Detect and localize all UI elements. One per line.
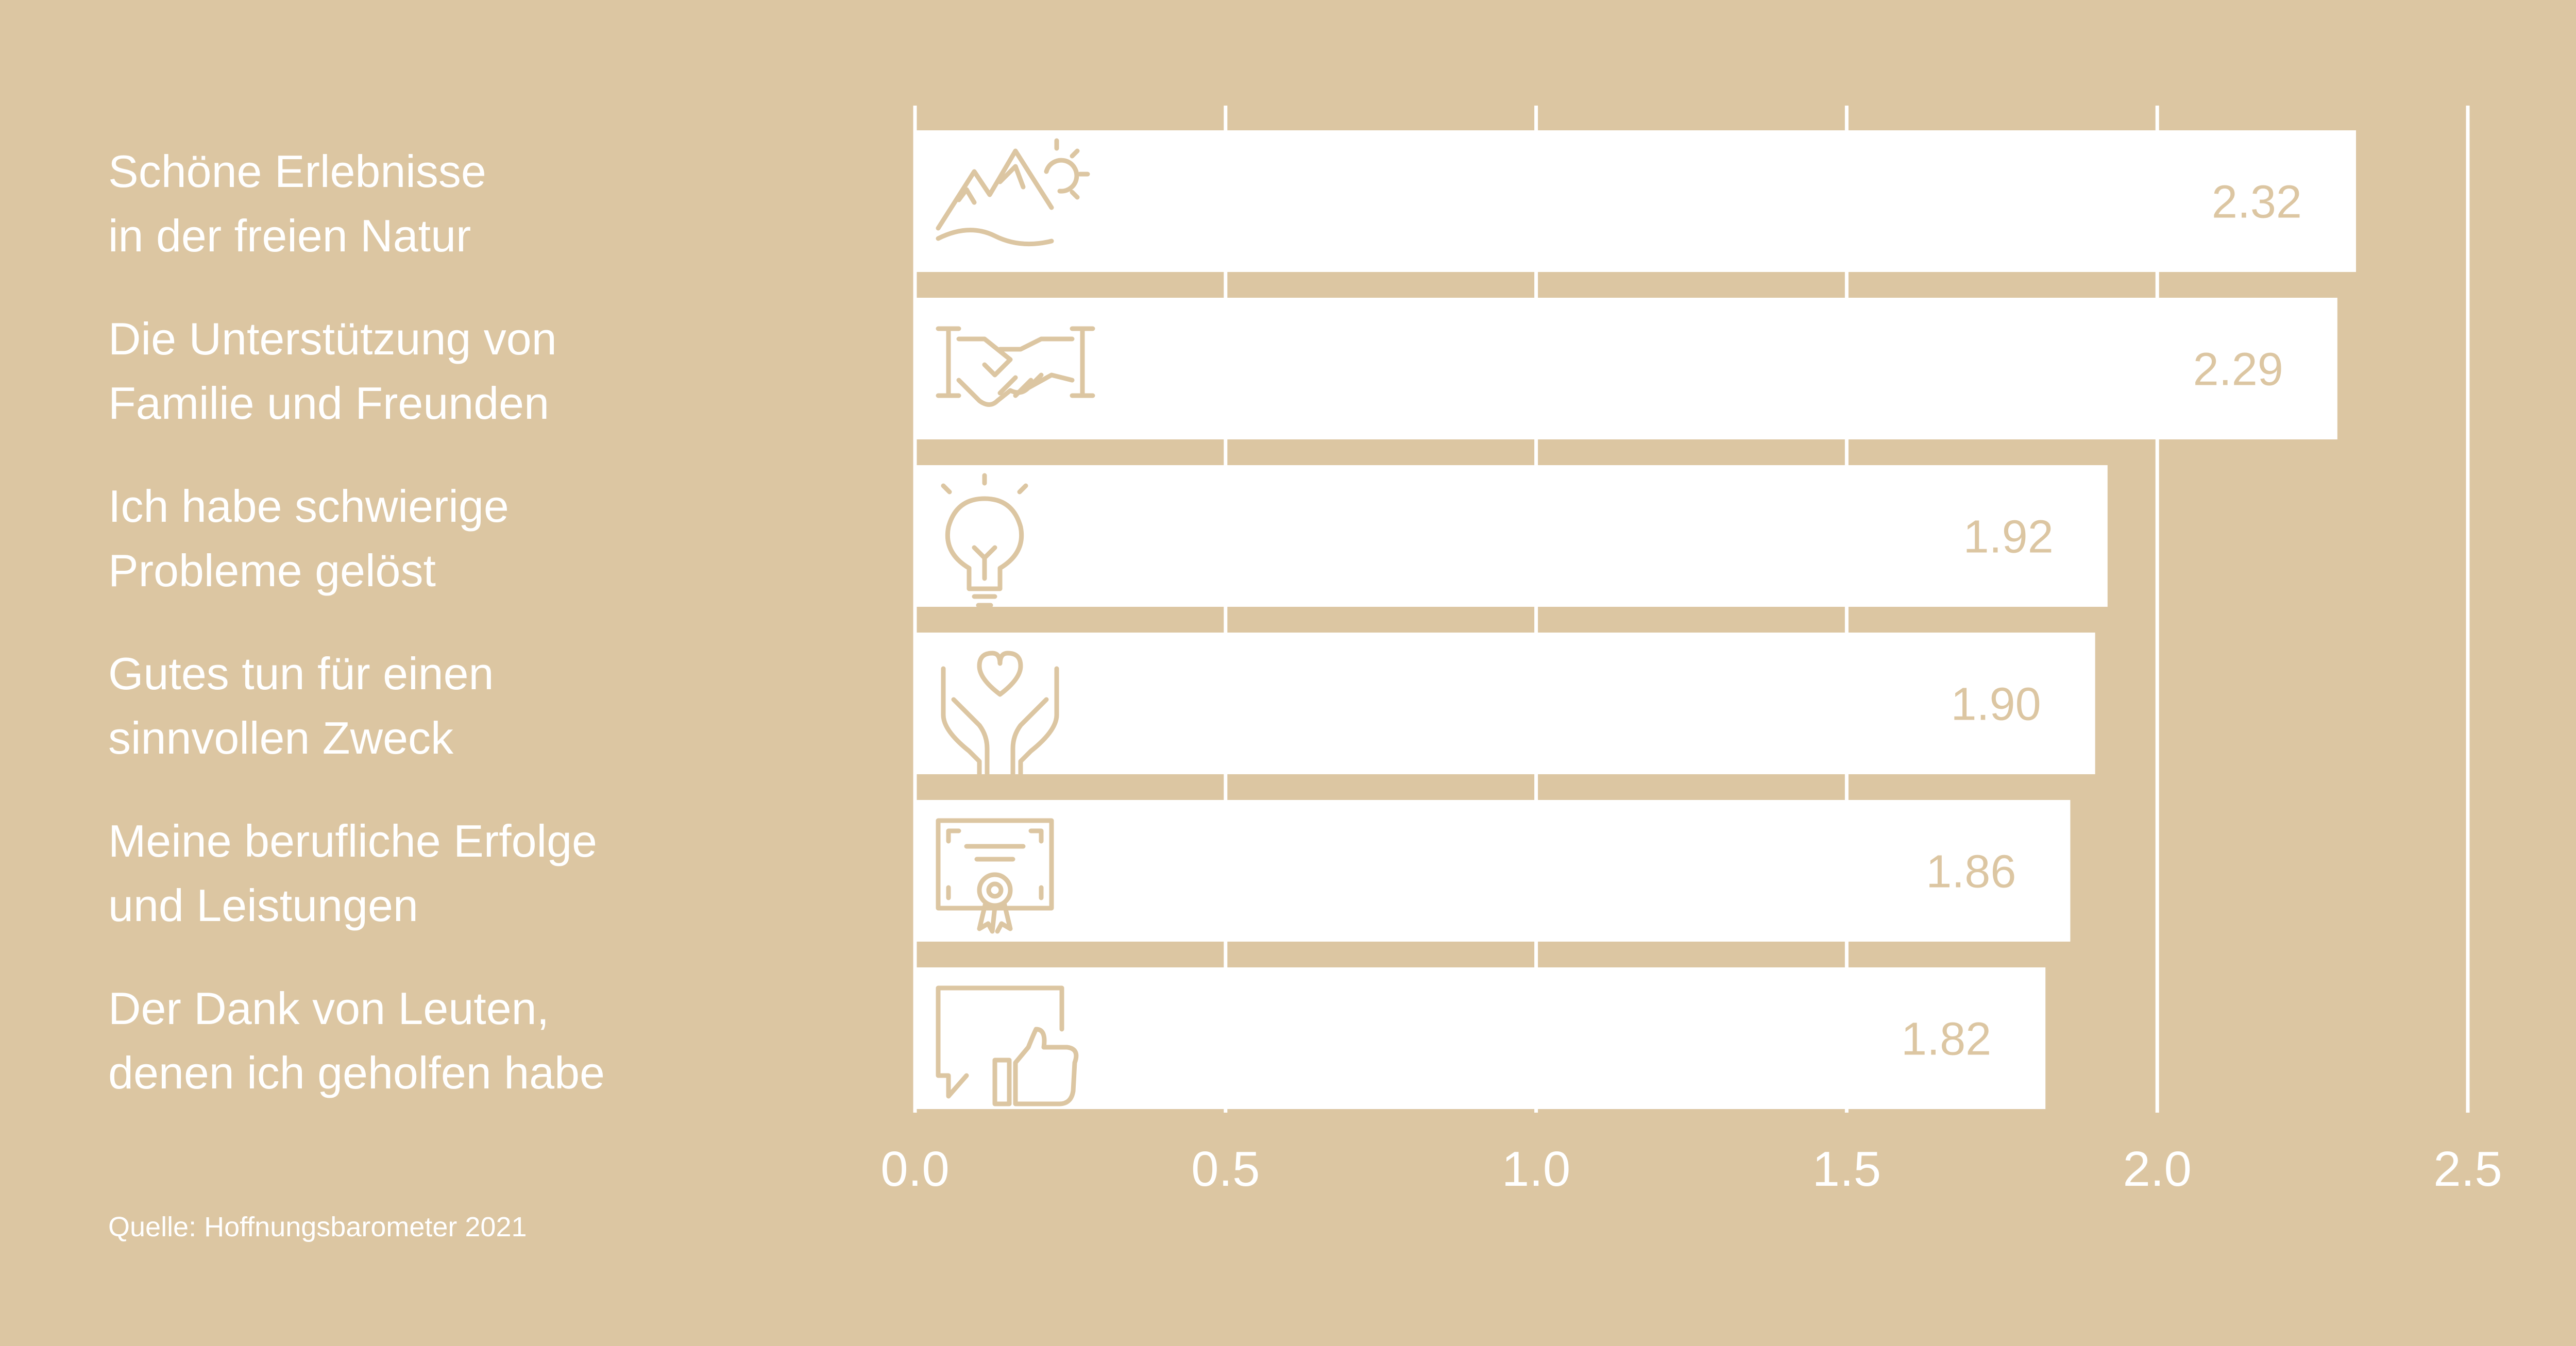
value-labels: 2.32 2.29 1.92 1.90 1.86 1.82 [1901,177,2302,1065]
heart-hands-icon [941,651,1059,779]
bar-value-label: 1.92 [1963,512,2054,563]
category-label: Gutes tun für einen sinnvollen Zweck [108,648,494,763]
lightbulb-icon [941,473,1028,608]
thumbs-up-icon [936,985,1079,1106]
bar-value-label: 2.32 [2212,177,2302,228]
bar-value-label: 1.82 [1901,1014,1991,1065]
certificate-icon [936,818,1054,934]
bar [915,298,2337,439]
bar [915,800,2071,942]
mountain-sun-icon [936,138,1090,247]
bar [915,633,2095,774]
bar [915,130,2356,272]
bar-value-label: 2.29 [2193,344,2283,396]
category-label: Ich habe schwierige Probleme gelöst [108,481,509,596]
x-tick-label: 2.5 [2433,1141,2502,1197]
category-label: Schöne Erlebnisse in der freien Natur [108,146,486,261]
category-labels: Schöne Erlebnisse in der freien Natur Die … [108,146,605,1098]
handshake-icon [936,326,1095,407]
x-tick-label: 2.0 [2123,1141,2191,1197]
bars [915,130,2356,1109]
x-tick-label: 1.5 [1812,1141,1881,1197]
bar [915,967,2046,1109]
bar [915,465,2108,607]
category-label: Der Dank von Leuten, denen ich geholfen h… [108,983,605,1098]
x-axis-tick-labels: 0.0 0.5 1.0 1.5 2.0 2.5 [880,1141,2502,1197]
source-note: Quelle: Hoffnungsbarometer 2021 [108,1212,527,1242]
grid-lines [913,106,2470,1113]
category-label: Die Unterstützung von Familie und Freunde… [108,313,557,429]
bar-value-label: 1.86 [1926,846,2016,898]
x-tick-label: 0.5 [1191,1141,1260,1197]
x-tick-label: 0.0 [880,1141,949,1197]
x-tick-label: 1.0 [1502,1141,1570,1197]
category-label: Meine berufliche Erfolge und Leistungen [108,815,597,931]
bar-icons [936,138,1095,1106]
bar-value-label: 1.90 [1951,679,2041,730]
